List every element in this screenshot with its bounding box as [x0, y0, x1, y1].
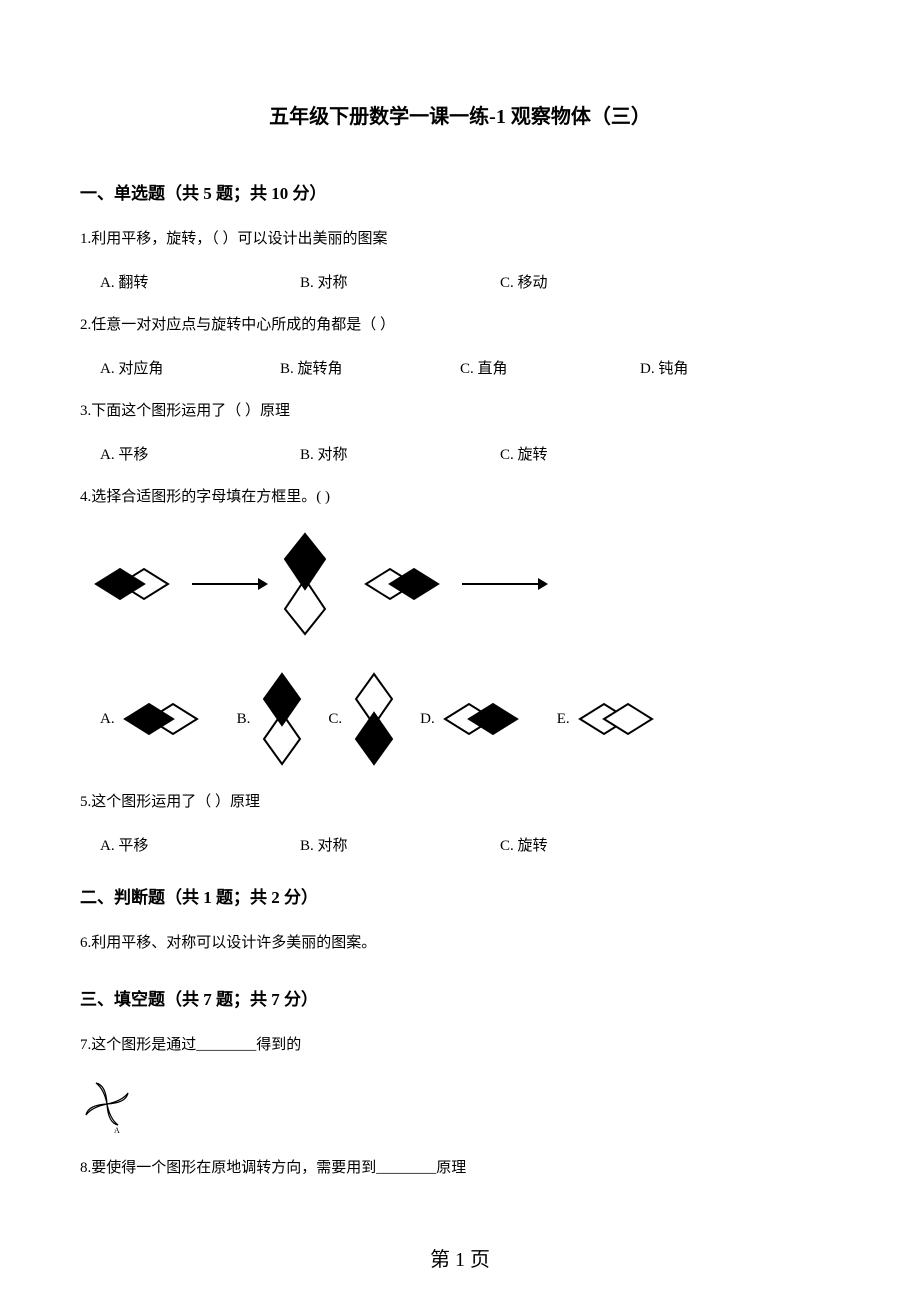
section-3-heading: 三、填空题（共 7 题；共 7 分） [80, 985, 840, 1010]
arrow-icon [190, 574, 270, 594]
q4-source-shape-1 [90, 559, 190, 609]
q4-result-shape-1 [270, 529, 340, 639]
q3-opt-a: A. 平移 [100, 443, 300, 464]
question-2-options: A. 对应角 B. 旋转角 C. 直角 D. 钝角 [80, 357, 840, 378]
q4-figure-row [80, 529, 840, 639]
q2-opt-a: A. 对应角 [100, 357, 280, 378]
question-3-options: A. 平移 B. 对称 C. 旋转 [80, 443, 840, 464]
q5-opt-a: A. 平移 [100, 834, 300, 855]
q4-opt-a: A. [100, 694, 219, 744]
q4-opt-e-label: E. [557, 711, 570, 728]
question-2: 2.任意一对对应点与旋转中心所成的角都是（ ） [80, 312, 840, 339]
svg-text:A: A [114, 1126, 120, 1135]
q4-opt-c: C. [328, 669, 402, 769]
question-1-options: A. 翻转 B. 对称 C. 移动 [80, 271, 840, 292]
page-footer: 第 1 页 [0, 1243, 920, 1272]
q7-figure: A [80, 1077, 840, 1137]
q4-opt-d-label: D. [420, 711, 435, 728]
worksheet-page: 五年级下册数学一课一练-1 观察物体（三） 一、单选题（共 5 题；共 10 分… [0, 0, 920, 1302]
diamond-pair-outline-icon [574, 694, 674, 744]
pinwheel-icon: A [80, 1077, 134, 1137]
q2-opt-c: C. 直角 [460, 357, 640, 378]
diamond-pair-icon [439, 694, 539, 744]
q3-opt-b: B. 对称 [300, 443, 500, 464]
q4-opt-d: D. [420, 694, 539, 744]
q1-opt-b: B. 对称 [300, 271, 500, 292]
q4-image-options: A. B. C. D. [80, 669, 840, 769]
q4-opt-b: B. [237, 669, 311, 769]
q3-opt-c: C. 旋转 [500, 443, 700, 464]
q4-source-shape-2 [360, 559, 460, 609]
q1-opt-c: C. 移动 [500, 271, 700, 292]
arrow-icon [460, 574, 550, 594]
question-1: 1.利用平移，旋转，（ ）可以设计出美丽的图案 [80, 226, 840, 253]
q4-opt-a-label: A. [100, 711, 115, 728]
question-8: 8.要使得一个图形在原地调转方向，需要用到________原理 [80, 1155, 840, 1182]
section-1-heading: 一、单选题（共 5 题；共 10 分） [80, 179, 840, 204]
question-5-options: A. 平移 B. 对称 C. 旋转 [80, 834, 840, 855]
diamond-pair-icon [119, 694, 219, 744]
question-6: 6.利用平移、对称可以设计许多美丽的图案。 [80, 930, 840, 957]
q2-opt-d: D. 钝角 [640, 357, 820, 378]
question-5: 5.这个图形运用了（ ）原理 [80, 789, 840, 816]
q4-opt-e: E. [557, 694, 674, 744]
section-2-heading: 二、判断题（共 1 题；共 2 分） [80, 883, 840, 908]
q4-opt-c-label: C. [328, 711, 342, 728]
page-title: 五年级下册数学一课一练-1 观察物体（三） [80, 100, 840, 129]
q1-opt-a: A. 翻转 [100, 271, 300, 292]
q5-opt-b: B. 对称 [300, 834, 500, 855]
q5-opt-c: C. 旋转 [500, 834, 700, 855]
question-4: 4.选择合适图形的字母填在方框里。( ) [80, 484, 840, 511]
q2-opt-b: B. 旋转角 [280, 357, 460, 378]
diamond-vertical-icon [254, 669, 310, 769]
diamond-vertical-icon [346, 669, 402, 769]
question-3: 3.下面这个图形运用了（ ）原理 [80, 398, 840, 425]
question-7: 7.这个图形是通过________得到的 [80, 1032, 840, 1059]
q4-opt-b-label: B. [237, 711, 251, 728]
